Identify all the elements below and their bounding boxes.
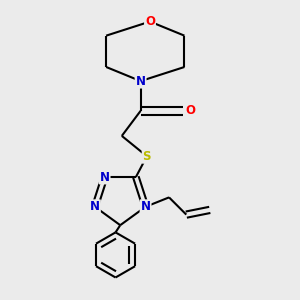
- Text: N: N: [141, 200, 151, 213]
- Text: N: N: [100, 170, 110, 184]
- Text: O: O: [186, 104, 196, 117]
- Text: N: N: [136, 75, 146, 88]
- Text: O: O: [145, 15, 155, 28]
- Text: N: N: [90, 200, 100, 213]
- Text: S: S: [142, 150, 151, 163]
